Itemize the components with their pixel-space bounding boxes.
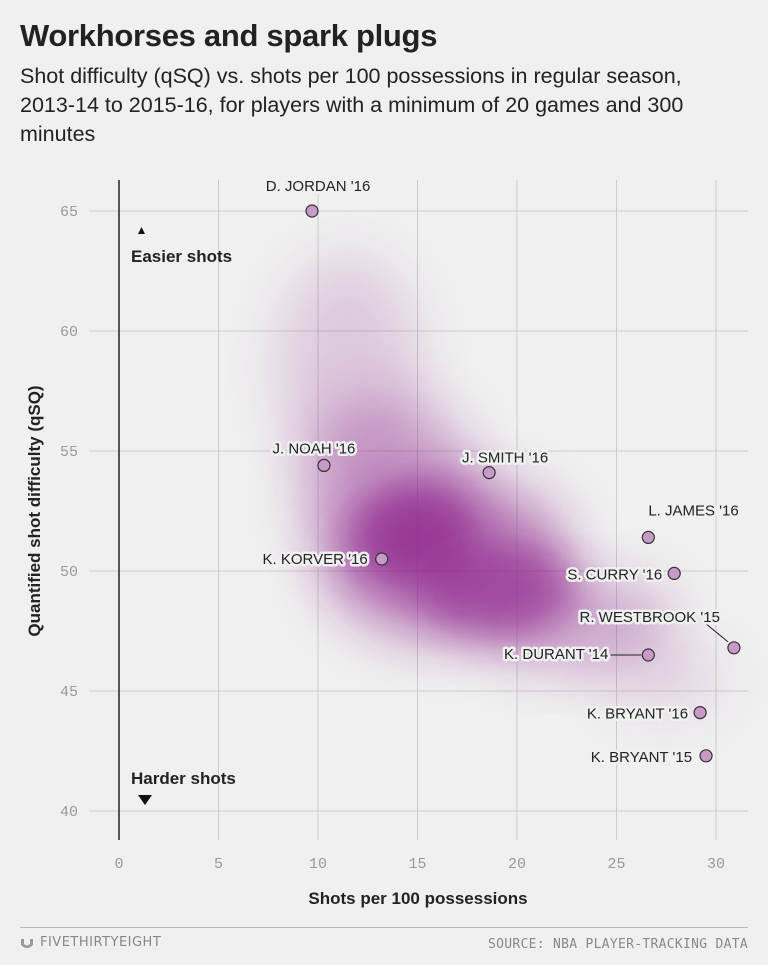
data-label-halo: K. KORVER '16 (263, 551, 368, 568)
data-label-halo: J. NOAH '16 (273, 440, 356, 457)
data-point (305, 204, 319, 218)
data-label: L. JAMES '16 (648, 502, 738, 519)
x-tick-label: 10 (309, 856, 327, 873)
axes: 0 5 10 15 20 25 30 40 45 50 55 60 65 Shots per 100 po… (25, 180, 725, 908)
fivethirtyeight-logo-icon (21, 938, 33, 948)
density-cloud (277, 257, 727, 714)
data-point (641, 530, 655, 545)
x-tick-label: 0 (114, 856, 123, 873)
scatter-chart: 0 5 10 15 20 25 30 40 45 50 55 60 65 Shots per 100 po… (25, 176, 748, 908)
density-blob (481, 578, 672, 669)
y-axis-title: Quantified shot difficulty (qSQ) (25, 385, 44, 636)
data-label: K. BRYANT '15 (591, 749, 692, 766)
data-label: R. WESTBROOK '15 (580, 609, 720, 626)
data-point (317, 458, 331, 472)
x-tick-label: 15 (408, 856, 426, 873)
y-tick-label: 65 (60, 204, 78, 221)
leader-line (705, 623, 729, 643)
data-label: S. CURRY '16 (567, 566, 662, 583)
data-label: J. SMITH '16 (462, 450, 548, 467)
footer-divider (20, 927, 748, 928)
data-label-halo: R. WESTBROOK '15 (580, 609, 720, 626)
data-points: D. JORDAN '16D. JORDAN '16J. NOAH '16J. … (260, 176, 741, 769)
down-triangle-icon (138, 795, 152, 805)
density-blob (606, 644, 727, 714)
chart-title: Workhorses and spark plugs (20, 18, 438, 53)
data-point (727, 641, 741, 655)
data-point (482, 466, 496, 480)
data-point (693, 705, 707, 720)
annotations: Easier shots Harder shots (131, 227, 236, 805)
x-tick-label: 20 (508, 856, 526, 873)
data-label-halo: K. BRYANT '15 (591, 749, 692, 766)
chart-subtitle: Shot difficulty (qSQ) vs. shots per 100 … (20, 64, 684, 146)
data-label-halo: S. CURRY '16 (567, 566, 662, 583)
data-label: K. DURANT '14 (504, 646, 608, 663)
y-tick-label: 55 (60, 444, 78, 461)
logo-text: FIVETHIRTYEIGHT (40, 935, 162, 950)
x-tick-label: 30 (707, 856, 725, 873)
data-label: J. NOAH '16 (273, 440, 356, 457)
data-label-halo: L. JAMES '16 (648, 502, 738, 519)
up-triangle-icon (138, 227, 145, 234)
x-axis-title: Shots per 100 possessions (308, 889, 527, 908)
logo: FIVETHIRTYEIGHT (20, 935, 161, 950)
data-label: K. BRYANT '16 (587, 706, 688, 723)
easier-shots-label: Easier shots (131, 247, 232, 266)
data-point (375, 552, 389, 566)
y-tick-label: 45 (60, 684, 78, 701)
data-point (667, 566, 681, 581)
y-tick-label: 50 (60, 564, 78, 581)
harder-shots-label: Harder shots (131, 769, 236, 788)
source-note: SOURCE: NBA PLAYER-TRACKING DATA (487, 937, 748, 952)
data-label-halo: J. SMITH '16 (462, 450, 548, 467)
data-label-halo: K. DURANT '14 (504, 646, 608, 663)
x-tick-label: 5 (214, 856, 223, 873)
x-tick-label: 25 (607, 856, 625, 873)
y-tick-label: 60 (60, 324, 78, 341)
data-label-halo: K. BRYANT '16 (587, 706, 688, 723)
y-tick-label: 40 (60, 804, 78, 821)
data-label: K. KORVER '16 (263, 551, 368, 568)
data-label: D. JORDAN '16 (266, 178, 371, 195)
data-point (641, 648, 655, 662)
data-point (699, 749, 713, 763)
data-label-halo: D. JORDAN '16 (266, 178, 371, 195)
